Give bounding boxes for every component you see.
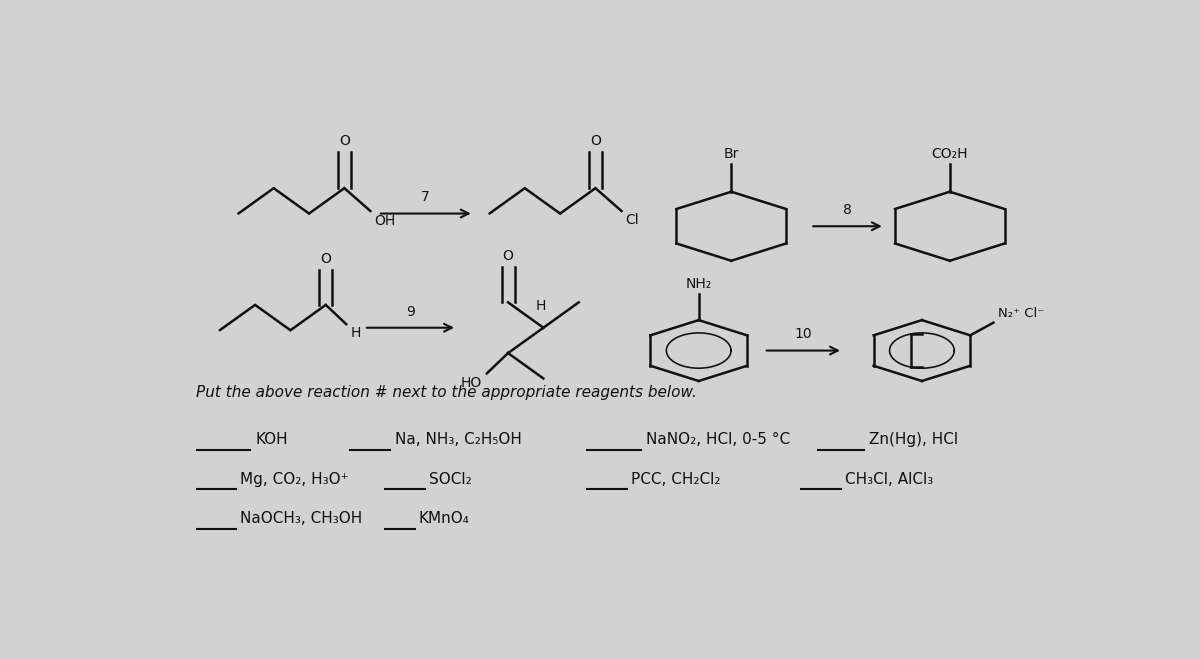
Text: KOH: KOH: [256, 432, 288, 447]
Text: 7: 7: [421, 190, 430, 204]
Text: 10: 10: [794, 328, 812, 341]
Text: Mg, CO₂, H₃O⁺: Mg, CO₂, H₃O⁺: [240, 472, 349, 486]
Text: H: H: [536, 299, 546, 314]
Text: NaOCH₃, CH₃OH: NaOCH₃, CH₃OH: [240, 511, 362, 526]
Text: PCC, CH₂Cl₂: PCC, CH₂Cl₂: [631, 472, 720, 486]
Text: Cl: Cl: [625, 213, 638, 227]
Text: O: O: [590, 134, 601, 148]
Text: 8: 8: [844, 203, 852, 217]
Text: O: O: [503, 248, 514, 263]
Text: HO: HO: [461, 376, 482, 390]
Text: CO₂H: CO₂H: [931, 147, 968, 161]
Text: Zn(Hg), HCl: Zn(Hg), HCl: [869, 432, 958, 447]
Text: N₂⁺ Cl⁻: N₂⁺ Cl⁻: [998, 307, 1044, 320]
Text: CH₃Cl, AlCl₃: CH₃Cl, AlCl₃: [845, 472, 932, 486]
Text: NH₂: NH₂: [685, 277, 712, 291]
Text: O: O: [338, 134, 350, 148]
Text: Br: Br: [724, 147, 739, 161]
Text: H: H: [350, 326, 361, 339]
Text: KMnO₄: KMnO₄: [419, 511, 469, 526]
Text: Put the above reaction # next to the appropriate reagents below.: Put the above reaction # next to the app…: [197, 385, 697, 400]
Text: Na, NH₃, C₂H₅OH: Na, NH₃, C₂H₅OH: [395, 432, 522, 447]
Text: NaNO₂, HCl, 0-5 °C: NaNO₂, HCl, 0-5 °C: [646, 432, 790, 447]
Text: SOCl₂: SOCl₂: [430, 472, 472, 486]
Text: OH: OH: [374, 214, 395, 228]
Text: 9: 9: [406, 304, 415, 318]
Text: O: O: [320, 252, 331, 266]
